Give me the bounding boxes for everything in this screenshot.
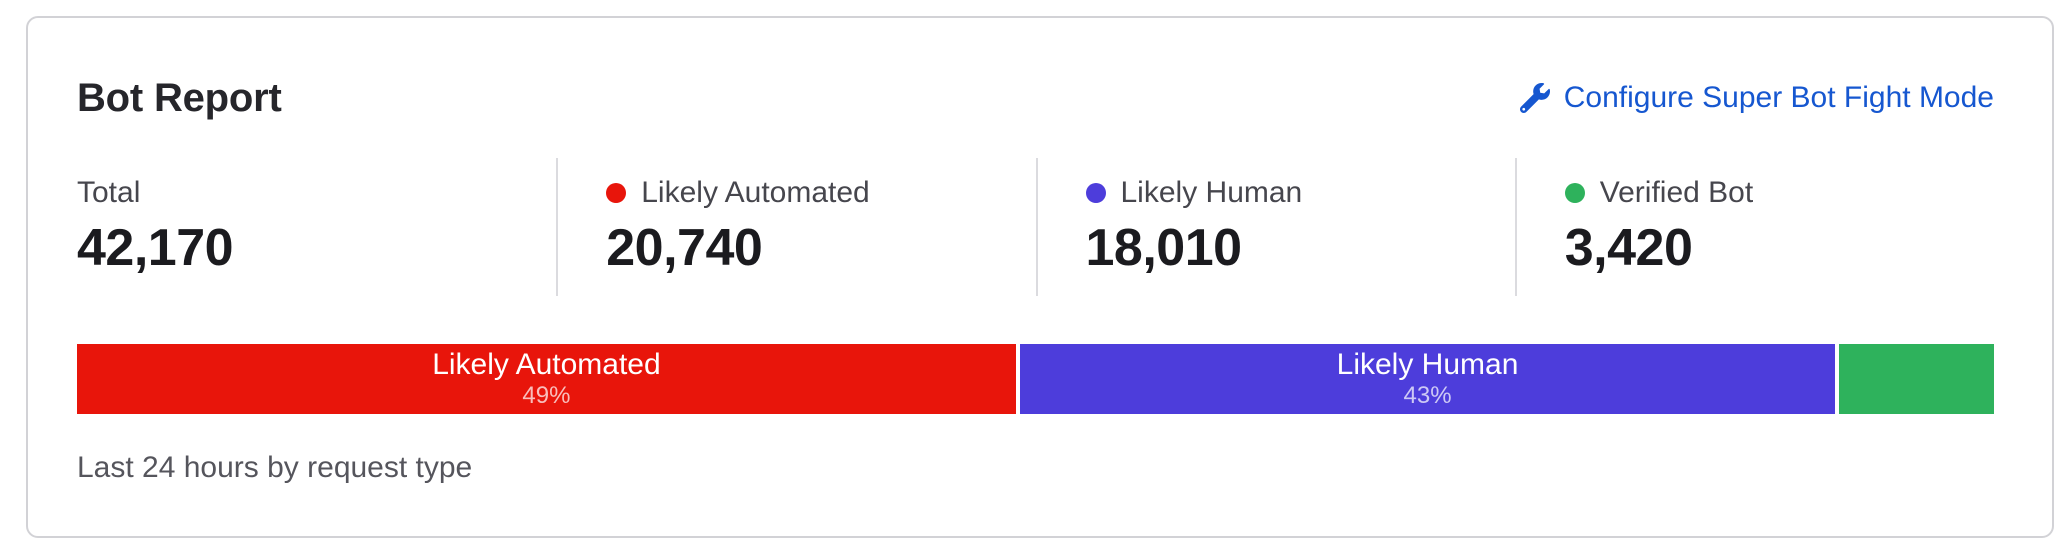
stat-likely-human: Likely Human 18,010	[1035, 158, 1515, 296]
stat-likely-automated: Likely Automated 20,740	[556, 158, 1035, 296]
stat-label: Total	[77, 176, 141, 209]
configure-link-label: Configure Super Bot Fight Mode	[1563, 81, 1994, 114]
bar-segment-label: Likely Human	[1336, 348, 1519, 381]
stat-value: 42,170	[77, 219, 234, 277]
card-header: Bot Report Configure Super Bot Fight Mod…	[77, 74, 1994, 122]
likely-human-dot-icon	[1085, 183, 1106, 203]
stat-value: 18,010	[1085, 219, 1243, 277]
wrench-icon	[1519, 83, 1550, 113]
bar-segment-percent: 49%	[522, 382, 571, 409]
stat-value: 20,740	[606, 219, 763, 277]
stat-total: Total 42,170	[77, 158, 556, 296]
likely-automated-dot-icon	[606, 183, 627, 203]
stat-verified-bot: Verified Bot 3,420	[1514, 158, 1994, 296]
bar-segment-percent: 43%	[1403, 382, 1452, 409]
stats-row: Total 42,170 Likely Automated 20,740 Lik…	[77, 158, 1994, 296]
bot-report-card: Bot Report Configure Super Bot Fight Mod…	[26, 16, 2054, 538]
stat-label: Likely Human	[1120, 176, 1303, 209]
stat-label: Likely Automated	[641, 176, 870, 209]
bar-segment-likely-human: Likely Human 43%	[1019, 344, 1836, 414]
request-type-stacked-bar: Likely Automated 49% Likely Human 43%	[77, 344, 1994, 414]
bar-segment-likely-automated: Likely Automated 49%	[77, 344, 1016, 414]
stat-value: 3,420	[1564, 219, 1693, 277]
stat-label: Verified Bot	[1599, 176, 1754, 209]
bar-segment-label: Likely Automated	[432, 348, 661, 381]
bar-segment-verified-bot	[1839, 344, 1994, 414]
verified-bot-dot-icon	[1564, 183, 1585, 203]
card-title: Bot Report	[77, 76, 282, 120]
time-range-caption: Last 24 hours by request type	[77, 451, 473, 484]
configure-super-bot-fight-mode-link[interactable]: Configure Super Bot Fight Mode	[1519, 80, 1994, 116]
